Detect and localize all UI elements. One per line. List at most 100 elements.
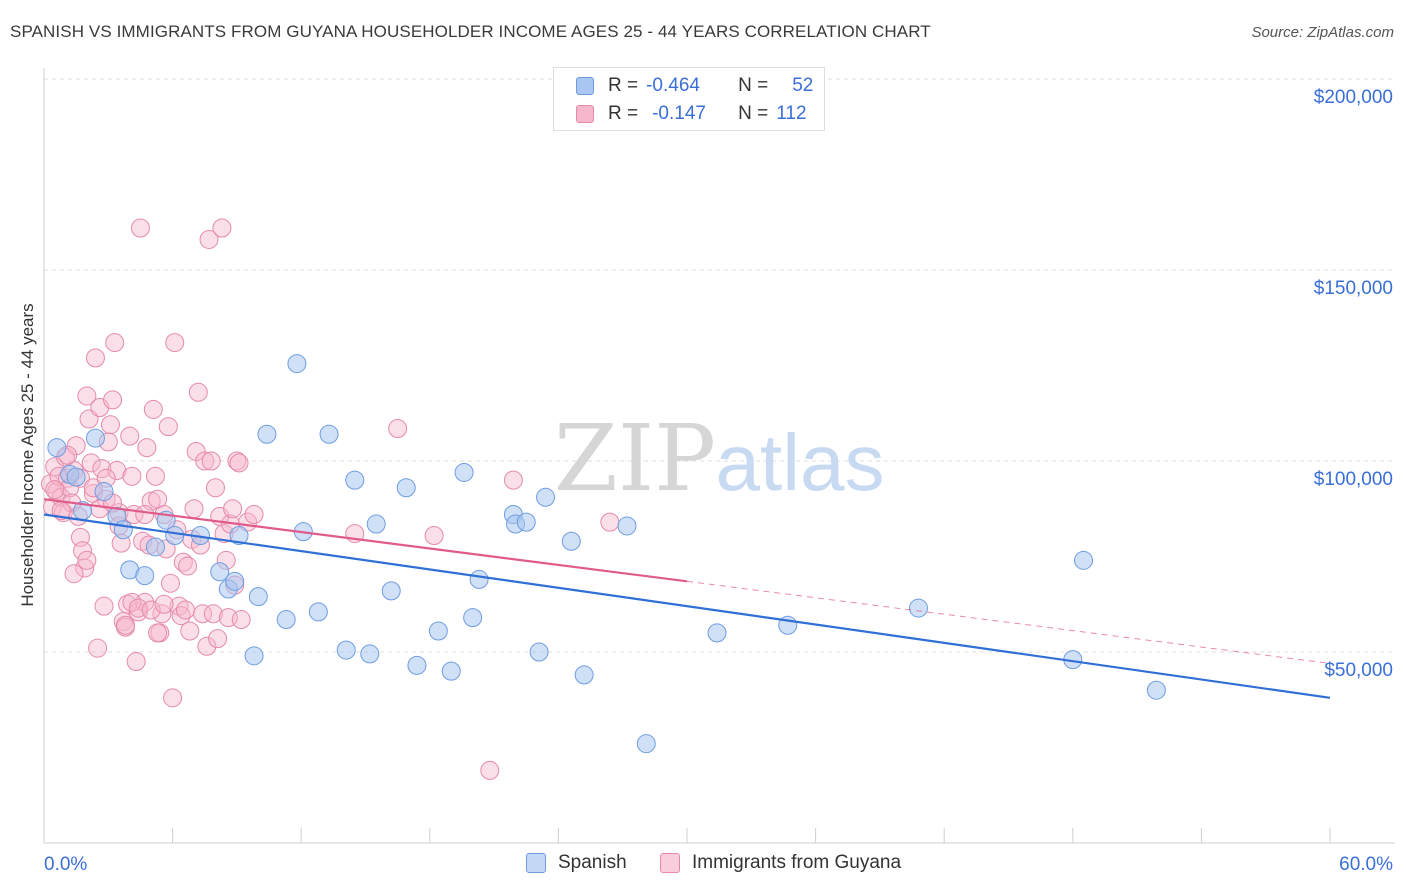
guyana-point <box>73 541 93 561</box>
guyana-point <box>195 451 215 471</box>
spanish-point <box>276 610 296 630</box>
spanish-swatch-icon <box>526 853 546 873</box>
guyana-point <box>77 386 97 406</box>
spanish-point <box>135 566 155 586</box>
spanish-point <box>210 562 230 582</box>
legend-label-spanish: Spanish <box>558 852 627 873</box>
spanish-point <box>636 734 656 754</box>
legend-item-guyana[interactable]: Immigrants from Guyana <box>660 852 901 874</box>
guyana-point <box>45 457 65 477</box>
guyana-point <box>165 333 185 353</box>
guyana-point <box>77 550 97 570</box>
guyana-point <box>137 438 157 458</box>
guyana-point <box>223 499 243 519</box>
guyana-point <box>503 470 523 490</box>
spanish-point <box>165 525 185 545</box>
guyana-point <box>135 504 155 524</box>
spanish-point <box>428 621 448 641</box>
spanish-point <box>516 512 536 532</box>
guyana-point <box>229 453 249 473</box>
spanish-point <box>244 646 264 666</box>
guyana-point <box>92 459 112 479</box>
spanish-point <box>257 424 277 444</box>
spanish-point <box>248 587 268 607</box>
chart-title: SPANISH VS IMMIGRANTS FROM GUYANA HOUSEH… <box>10 22 931 41</box>
guyana-trend-line-extension <box>686 580 1331 664</box>
guyana-point <box>115 615 135 635</box>
guyana-point <box>88 638 108 658</box>
r-label: R = <box>608 75 639 96</box>
guyana-point <box>244 504 264 524</box>
legend-row-spanish: R = -0.464 N = 52 <box>576 73 813 99</box>
n-value: 52 <box>792 75 814 96</box>
guyana-trend-line <box>43 498 688 583</box>
guyana-point <box>126 652 146 672</box>
guyana-point <box>231 610 251 630</box>
guyana-point <box>105 333 125 353</box>
guyana-point <box>107 461 127 481</box>
guyana-point <box>193 604 213 624</box>
spanish-point <box>85 428 105 448</box>
spanish-point <box>469 569 489 589</box>
guyana-point <box>201 451 221 471</box>
series-legend: Spanish Immigrants from Guyana <box>0 852 1406 878</box>
guyana-point <box>143 399 163 419</box>
n-value: 112 <box>776 103 807 124</box>
spanish-point <box>287 354 307 374</box>
spanish-point <box>360 644 380 664</box>
y-tick-label: $200,000 <box>1314 87 1393 108</box>
watermark: ZIP atlas <box>554 405 885 512</box>
spanish-point <box>574 665 594 685</box>
y-axis-label: Householder Income Ages 25 - 44 years <box>18 303 37 607</box>
tick-labels: $50,000 $100,000 $150,000 $200,000 0.0% 60.0% <box>44 87 1393 875</box>
y-tick-label: $150,000 <box>1314 278 1393 299</box>
spanish-point <box>319 424 339 444</box>
spanish-point <box>1074 550 1094 570</box>
spanish-point <box>66 467 86 487</box>
spanish-point <box>908 598 928 618</box>
guyana-swatch-icon <box>660 853 680 873</box>
spanish-point <box>454 462 474 482</box>
guyana-point <box>197 636 217 656</box>
r-value: -0.147 <box>652 103 706 124</box>
guyana-point <box>152 604 172 624</box>
guyana-point <box>203 604 223 624</box>
spanish-point <box>396 478 416 498</box>
x-tick-label: 60.0% <box>1339 854 1393 875</box>
x-tick-label: 0.0% <box>44 854 87 875</box>
y-tick-label: $100,000 <box>1314 469 1393 490</box>
watermark-atlas: atlas <box>716 418 885 507</box>
guyana-point <box>158 417 178 437</box>
guyana-point <box>388 419 408 439</box>
r-value: -0.464 <box>646 75 700 96</box>
guyana-point <box>199 229 219 249</box>
guyana-point <box>175 600 195 620</box>
guyana-point <box>205 478 225 498</box>
spanish-swatch-icon <box>576 77 594 95</box>
spanish-point <box>94 482 114 502</box>
guyana-point <box>600 512 620 532</box>
trend-lines <box>43 498 1331 699</box>
spanish-point <box>441 661 461 681</box>
axes <box>43 68 1395 844</box>
guyana-point <box>103 390 123 410</box>
spanish-point <box>707 623 727 643</box>
guyana-point <box>184 499 204 519</box>
r-label: R = <box>608 103 639 124</box>
guyana-point <box>154 594 174 614</box>
guyana-point <box>424 525 444 545</box>
spanish-point <box>336 640 356 660</box>
spanish-point <box>1146 680 1166 700</box>
guyana-point <box>163 688 183 708</box>
guyana-swatch-icon <box>576 105 594 123</box>
spanish-trend-line <box>43 513 1331 699</box>
guyana-point <box>212 218 232 238</box>
spanish-point <box>463 608 483 628</box>
legend-item-spanish[interactable]: Spanish <box>526 852 627 874</box>
spanish-point <box>529 642 549 662</box>
guyana-point <box>180 621 200 641</box>
grid-lines <box>44 78 1395 653</box>
n-label: N = <box>738 103 769 124</box>
spanish-point <box>381 581 401 601</box>
